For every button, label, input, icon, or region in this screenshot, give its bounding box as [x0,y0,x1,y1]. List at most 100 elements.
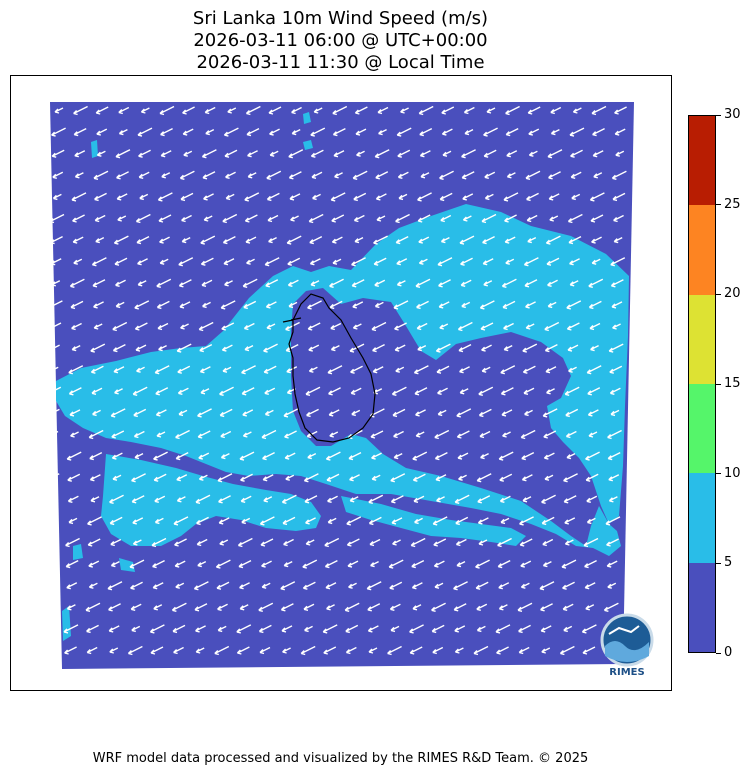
wind-arrow [289,193,301,201]
wind-arrow [151,537,167,548]
wind-arrow [353,214,365,223]
wind-arrow [245,105,261,116]
wind-arrow [66,604,76,611]
wind-arrow [591,236,602,244]
wind-arrow [132,517,144,525]
wind-arrow [85,602,101,612]
wind-arrow [111,452,123,460]
wind-arrow [308,366,318,373]
wind-arrow [610,279,624,288]
wind-arrow [453,603,467,612]
wind-arrow [567,344,579,352]
wind-arrow [328,409,340,417]
wind-arrow [45,495,59,504]
wind-arrow [54,107,64,114]
wind-arrow [518,624,531,634]
wind-arrow [221,322,235,331]
wind-arrow [400,107,409,114]
wind-arrow [433,538,447,547]
wind-arrow [440,214,452,223]
wind-arrow [133,430,145,439]
wind-arrow [203,193,214,201]
wind-arrow [181,236,191,244]
wind-arrow [266,192,280,202]
wind-zone-5-10-north-islet-2 [303,140,313,150]
wind-arrow [308,344,320,352]
wind-arrow [390,625,400,633]
wind-arrow [174,538,187,547]
wind-arrow [217,625,227,633]
wind-arrow [154,495,166,503]
wind-arrow [584,559,597,569]
wind-arrow [324,559,338,569]
wind-arrow [182,128,194,136]
wind-arrow [500,517,510,525]
wind-arrow [263,496,273,503]
wind-arrow [246,127,260,137]
wind-arrow [496,646,509,655]
wind-arrow [305,539,315,546]
wind-arrow [86,624,99,634]
wind-arrow [137,258,148,266]
wind-arrow [52,171,64,179]
wind-arrow [115,149,131,159]
wind-arrow [455,516,469,526]
wind-arrow [108,625,120,633]
wind-arrow [150,646,164,655]
wind-arrow [290,215,299,222]
wind-arrow [350,365,363,374]
wind-arrow [592,150,604,158]
wind-arrow [153,473,167,482]
wind-arrow [67,473,81,482]
wind-arrow [113,235,129,245]
wind-arrow [569,258,580,266]
wind-arrow [267,214,279,223]
wind-arrow [548,171,561,180]
wind-arrow [393,430,404,439]
wind-arrow [368,516,382,526]
wind-arrow [107,581,123,591]
wind-arrow [481,366,491,373]
wind-arrow [441,128,453,136]
wind-arrow [495,624,511,634]
wind-arrow [198,474,208,481]
wind-arrow [587,409,599,417]
colorbar-tick-label: 0 [724,645,733,660]
wind-arrow [224,149,238,158]
wind-arrow [322,624,338,634]
wind-arrow [238,559,252,569]
wind-arrow [482,235,495,245]
wind-arrow [394,344,406,352]
wind-arrow [194,603,208,612]
wind-arrow [352,323,362,330]
wind-arrow [522,365,536,374]
wind-arrow [93,323,103,330]
wind-arrow [44,473,60,483]
wind-arrow [282,647,291,654]
wind-arrow [51,149,65,158]
wind-arrow [526,214,538,223]
wind-arrow [478,408,492,418]
wind-arrow [566,322,580,331]
wind-arrow [561,559,577,569]
wind-arrow [412,473,426,482]
wind-arrow [454,494,470,504]
wind-arrow [304,495,318,504]
wind-arrow [196,516,209,526]
wind-arrow [522,496,532,503]
wind-arrow [520,429,536,440]
wind-arrow [130,603,142,611]
wind-arrow [528,150,538,157]
wind-arrow [611,170,627,180]
wind-arrow [136,366,145,373]
wind-arrow [240,495,252,503]
wind-arrow [329,431,339,438]
wind-arrow [525,170,541,180]
wind-arrow [154,517,164,525]
wind-arrow [44,603,56,611]
wind-arrow [583,537,599,548]
wind-arrow [258,624,272,634]
wind-arrow [199,343,213,353]
wind-arrow [606,560,618,568]
wind-arrow [86,646,98,655]
